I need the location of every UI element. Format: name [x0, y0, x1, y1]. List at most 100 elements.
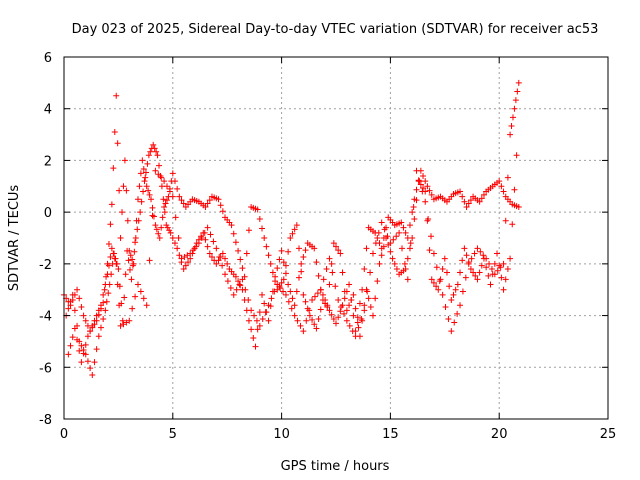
data-point [134, 281, 141, 288]
data-point [326, 281, 333, 288]
data-point [105, 262, 112, 269]
data-point [140, 166, 147, 173]
data-point [117, 235, 124, 241]
data-point [409, 209, 416, 216]
data-point [306, 307, 313, 314]
data-point [367, 303, 374, 310]
data-point [491, 271, 498, 278]
data-point [122, 271, 129, 278]
data-point [198, 235, 205, 241]
data-point [230, 291, 237, 298]
data-point [422, 198, 429, 205]
data-point [361, 302, 368, 309]
data-point [296, 245, 303, 252]
data-point [500, 188, 507, 195]
data-point [387, 240, 394, 247]
x-tick-label: 25 [600, 427, 617, 442]
data-point [278, 279, 285, 286]
data-point [509, 114, 516, 121]
data-point [322, 297, 329, 304]
data-point [217, 202, 224, 209]
data-point [265, 317, 272, 324]
data-point [267, 260, 274, 267]
data-point [372, 240, 379, 247]
data-point [143, 302, 150, 309]
data-point [354, 314, 361, 321]
data-point [216, 253, 223, 260]
data-point [82, 317, 89, 324]
data-point [78, 342, 85, 349]
data-point [488, 266, 495, 273]
data-point [161, 209, 168, 216]
data-point [451, 319, 458, 326]
data-point [201, 229, 208, 236]
data-point [459, 257, 466, 264]
data-point [113, 260, 120, 267]
data-point [103, 273, 110, 280]
data-point [222, 255, 229, 262]
data-point [350, 312, 357, 319]
y-tick-label: 4 [44, 103, 52, 118]
data-point [146, 257, 153, 264]
data-point [213, 260, 220, 267]
data-point [245, 227, 252, 234]
data-point [84, 333, 91, 340]
data-point [146, 191, 153, 198]
data-point [391, 260, 398, 267]
data-point [496, 178, 503, 185]
data-point [454, 281, 461, 288]
data-point [152, 167, 159, 174]
data-point [417, 181, 424, 188]
data-point [93, 346, 100, 353]
data-point [376, 260, 383, 267]
data-point [491, 260, 498, 267]
data-point [483, 255, 490, 262]
data-point [272, 273, 279, 280]
data-point [509, 221, 516, 228]
data-point [296, 274, 303, 281]
x-tick-label: 15 [382, 427, 399, 442]
data-point [285, 298, 292, 305]
data-point [187, 250, 194, 257]
data-point [497, 264, 504, 271]
data-point [124, 217, 131, 224]
data-point [116, 187, 123, 194]
data-point [274, 281, 281, 288]
data-point [365, 295, 372, 302]
data-point [340, 310, 347, 317]
data-point [285, 281, 292, 288]
data-point [156, 162, 163, 169]
data-point [193, 243, 200, 250]
data-point [115, 266, 122, 273]
data-point [390, 236, 397, 243]
data-point [263, 243, 270, 250]
data-point [282, 291, 289, 298]
data-point [239, 276, 246, 283]
data-point [298, 260, 305, 267]
data-point [259, 316, 266, 323]
data-point [243, 250, 250, 257]
data-point [120, 183, 127, 190]
data-point [159, 214, 166, 221]
data-point [507, 131, 514, 138]
data-point [151, 145, 158, 152]
data-point [404, 276, 411, 283]
data-point [504, 174, 511, 181]
data-point [155, 171, 162, 178]
data-point [494, 250, 501, 257]
data-point [65, 305, 72, 312]
x-tick-label: 10 [273, 427, 290, 442]
data-point [237, 256, 244, 263]
data-point [100, 291, 107, 298]
data-point [269, 269, 276, 276]
data-point [175, 235, 182, 241]
data-point [300, 253, 307, 260]
data-point [459, 288, 466, 295]
data-point [210, 238, 217, 245]
data-point [381, 226, 388, 233]
data-point [442, 303, 449, 310]
data-point [476, 269, 483, 276]
data-point [145, 187, 152, 194]
data-point [446, 283, 453, 290]
data-point [328, 311, 335, 318]
